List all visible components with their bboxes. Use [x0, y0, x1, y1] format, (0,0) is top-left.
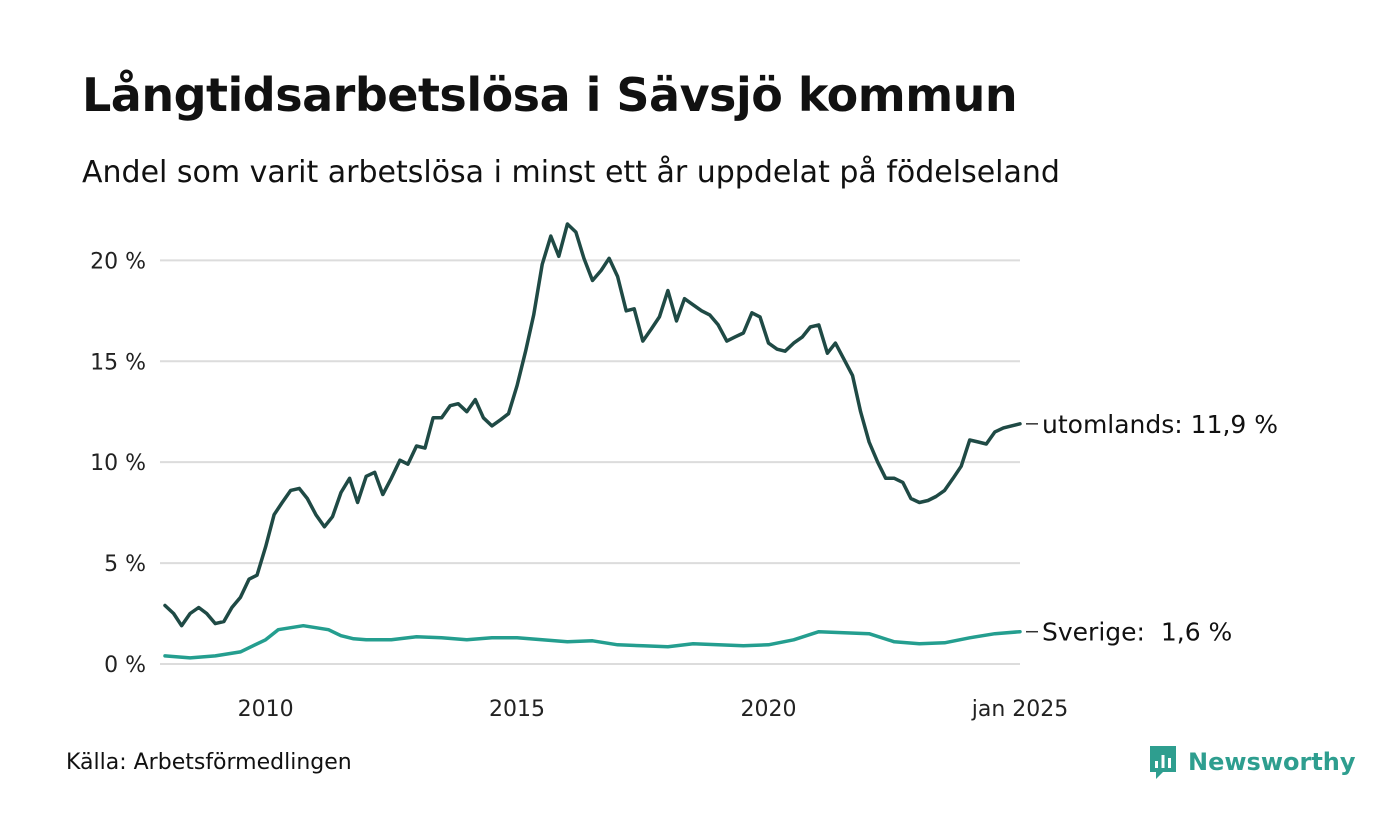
- grid-lines: [160, 259, 1020, 665]
- y-tick-label: 20 %: [90, 249, 146, 274]
- brand-logo: Newsworthy: [1148, 744, 1356, 780]
- series-lines: [163, 222, 1022, 660]
- y-tick-label: 15 %: [90, 350, 146, 375]
- newsworthy-logo-icon: [1150, 746, 1176, 779]
- brand-name: Newsworthy: [1188, 748, 1356, 776]
- y-tick-labels: 0 % 5 % 10 % 15 % 20 %: [90, 249, 146, 678]
- x-tick-label: 2015: [489, 697, 545, 722]
- source-note: Källa: Arbetsförmedlingen: [66, 750, 352, 775]
- chart-title: Långtidsarbetslösa i Sävsjö kommun: [82, 68, 1018, 122]
- x-tick-label: 2020: [741, 697, 797, 722]
- x-tick-label: 2010: [238, 697, 294, 722]
- x-tick-labels: 2010 2015 2020 jan 2025: [238, 697, 1069, 722]
- y-tick-label: 0 %: [104, 653, 146, 678]
- end-label-utomlands: utomlands: 11,9 %: [1042, 410, 1278, 439]
- end-label-sverige: Sverige: 1,6 %: [1042, 618, 1232, 647]
- y-tick-label: 5 %: [104, 552, 146, 577]
- end-labels: utomlands: 11,9 % Sverige: 1,6 %: [1026, 410, 1278, 647]
- series-line-utomlands: [163, 222, 1022, 628]
- x-tick-label: jan 2025: [971, 697, 1069, 722]
- y-tick-label: 10 %: [90, 451, 146, 476]
- series-line-sverige: [163, 623, 1022, 660]
- chart-subtitle: Andel som varit arbetslösa i minst ett å…: [82, 155, 1060, 190]
